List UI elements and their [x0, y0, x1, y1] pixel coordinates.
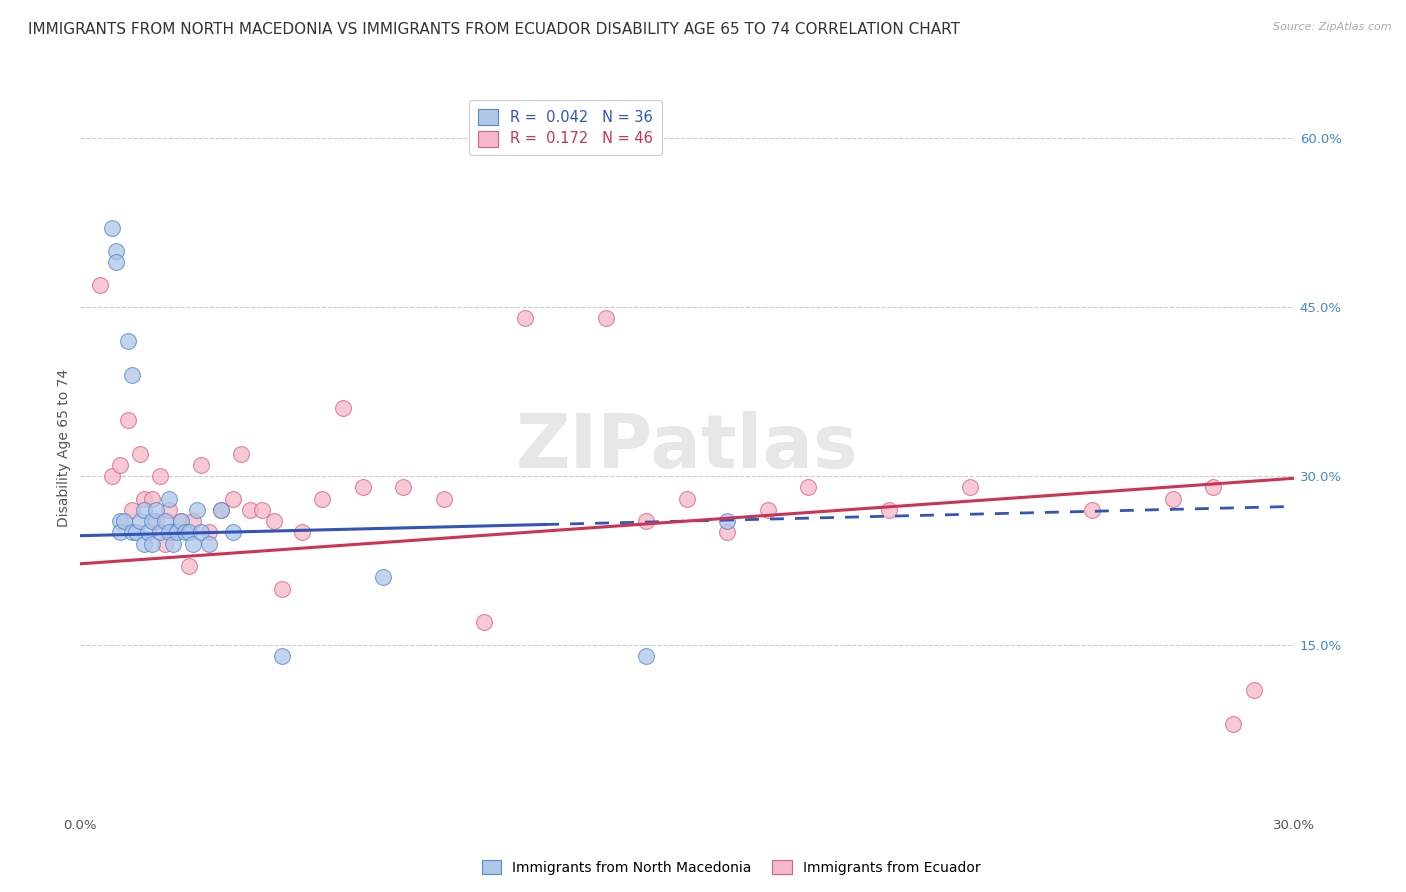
Point	[756, 503, 779, 517]
Point	[311, 491, 333, 506]
Point	[153, 514, 176, 528]
Point	[198, 536, 221, 550]
Point	[129, 514, 152, 528]
Point	[170, 514, 193, 528]
Point	[141, 536, 163, 550]
Point	[291, 525, 314, 540]
Point	[392, 480, 415, 494]
Point	[170, 514, 193, 528]
Point	[877, 503, 900, 517]
Point	[157, 491, 180, 506]
Point	[373, 570, 395, 584]
Point	[238, 503, 260, 517]
Point	[190, 458, 212, 472]
Point	[1161, 491, 1184, 506]
Point	[263, 514, 285, 528]
Point	[145, 514, 167, 528]
Point	[332, 401, 354, 416]
Point	[101, 469, 124, 483]
Point	[153, 536, 176, 550]
Point	[134, 503, 156, 517]
Point	[134, 536, 156, 550]
Legend: R =  0.042   N = 36, R =  0.172   N = 46: R = 0.042 N = 36, R = 0.172 N = 46	[470, 100, 662, 155]
Point	[117, 334, 139, 348]
Text: Source: ZipAtlas.com: Source: ZipAtlas.com	[1274, 22, 1392, 32]
Point	[250, 503, 273, 517]
Point	[716, 514, 738, 528]
Point	[352, 480, 374, 494]
Point	[117, 413, 139, 427]
Point	[1080, 503, 1102, 517]
Point	[1243, 683, 1265, 698]
Point	[141, 514, 163, 528]
Text: IMMIGRANTS FROM NORTH MACEDONIA VS IMMIGRANTS FROM ECUADOR DISABILITY AGE 65 TO : IMMIGRANTS FROM NORTH MACEDONIA VS IMMIG…	[28, 22, 960, 37]
Point	[121, 368, 143, 382]
Point	[129, 446, 152, 460]
Point	[474, 615, 496, 630]
Point	[716, 525, 738, 540]
Point	[104, 255, 127, 269]
Point	[173, 525, 195, 540]
Point	[157, 503, 180, 517]
Point	[89, 277, 111, 292]
Point	[190, 525, 212, 540]
Point	[149, 525, 172, 540]
Point	[162, 525, 184, 540]
Point	[125, 525, 148, 540]
Point	[141, 491, 163, 506]
Point	[177, 559, 200, 574]
Point	[513, 311, 536, 326]
Point	[198, 525, 221, 540]
Point	[145, 503, 167, 517]
Point	[162, 536, 184, 550]
Point	[134, 491, 156, 506]
Point	[138, 525, 160, 540]
Point	[104, 244, 127, 258]
Point	[177, 525, 200, 540]
Point	[222, 491, 245, 506]
Point	[166, 525, 188, 540]
Point	[222, 525, 245, 540]
Point	[108, 525, 131, 540]
Point	[209, 503, 232, 517]
Point	[675, 491, 697, 506]
Point	[209, 503, 232, 517]
Point	[595, 311, 617, 326]
Point	[121, 525, 143, 540]
Point	[636, 514, 658, 528]
Point	[112, 514, 135, 528]
Point	[121, 503, 143, 517]
Point	[157, 525, 180, 540]
Point	[108, 458, 131, 472]
Point	[101, 221, 124, 235]
Point	[231, 446, 253, 460]
Text: ZIPatlas: ZIPatlas	[516, 411, 858, 484]
Point	[433, 491, 456, 506]
Point	[636, 649, 658, 664]
Point	[271, 649, 294, 664]
Point	[186, 503, 208, 517]
Point	[1222, 716, 1244, 731]
Point	[1202, 480, 1225, 494]
Point	[797, 480, 820, 494]
Point	[959, 480, 981, 494]
Point	[271, 582, 294, 596]
Point	[181, 536, 204, 550]
Legend: Immigrants from North Macedonia, Immigrants from Ecuador: Immigrants from North Macedonia, Immigra…	[477, 855, 986, 880]
Point	[149, 469, 172, 483]
Y-axis label: Disability Age 65 to 74: Disability Age 65 to 74	[58, 368, 72, 527]
Point	[181, 514, 204, 528]
Point	[108, 514, 131, 528]
